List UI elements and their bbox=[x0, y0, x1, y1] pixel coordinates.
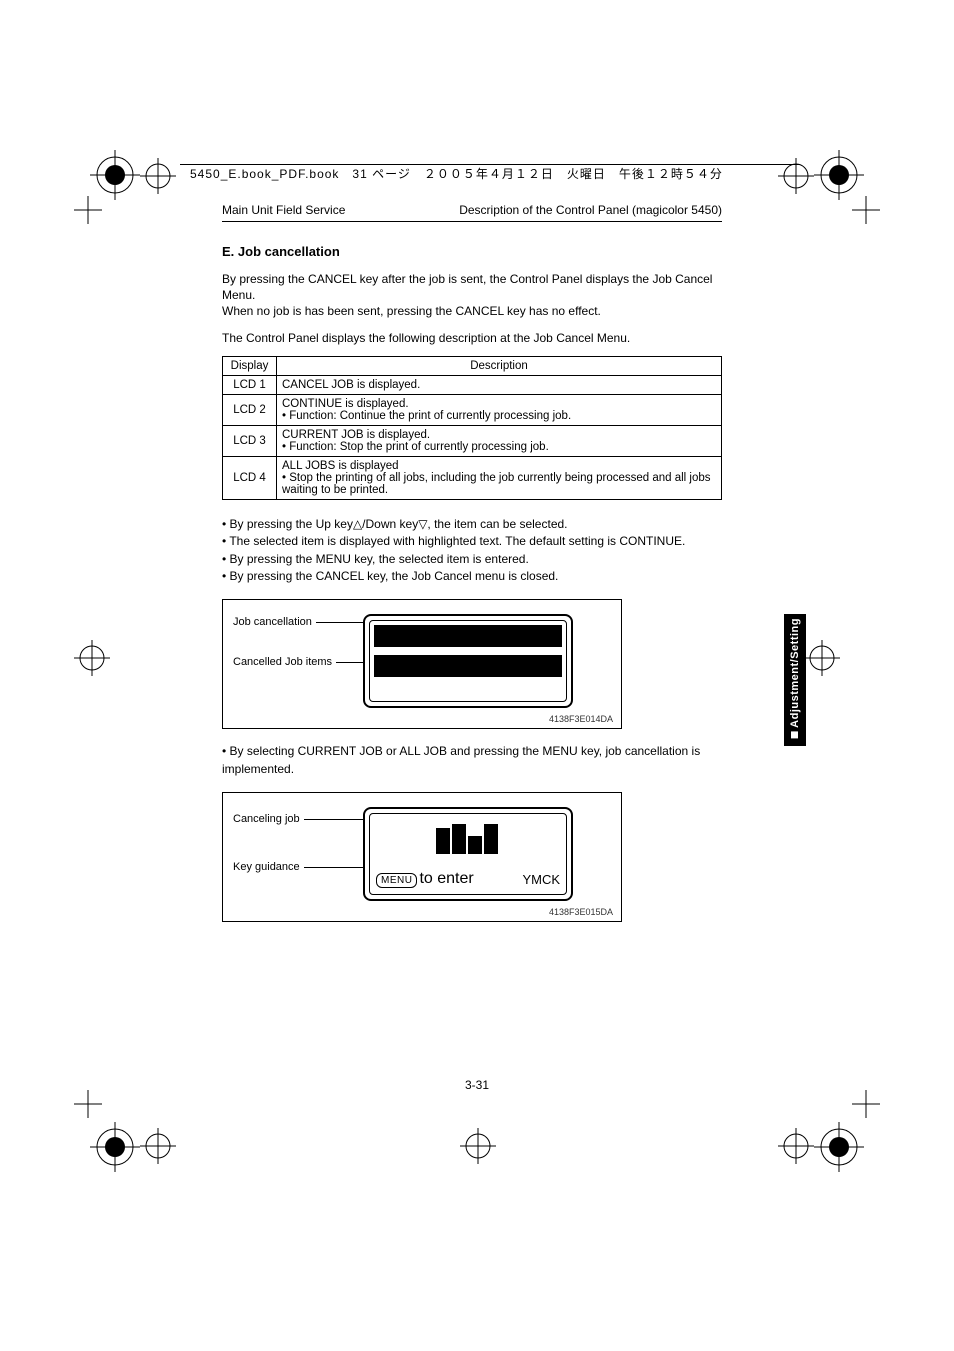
table-header: Display bbox=[223, 356, 277, 375]
table-cell: LCD 3 bbox=[223, 425, 277, 456]
table-header: Description bbox=[277, 356, 722, 375]
table-row: LCD 4 ALL JOBS is displayed Stop the pri… bbox=[223, 456, 722, 499]
table-cell: CONTINUE is displayed. Function: Continu… bbox=[277, 394, 722, 425]
figure-box: Job cancellation Cancelled Job items 413… bbox=[222, 599, 622, 729]
table-cell: LCD 2 bbox=[223, 394, 277, 425]
figure-box: Canceling job Key guidance MENUto enter bbox=[222, 792, 622, 922]
lcd-bar bbox=[468, 836, 482, 854]
crop-cross-icon bbox=[804, 640, 840, 676]
table-row: LCD 1 CANCEL JOB is displayed. bbox=[223, 375, 722, 394]
ymck-label: YMCK bbox=[522, 872, 560, 887]
side-tab: Adjustment/Setting bbox=[784, 614, 806, 746]
crop-cross-icon bbox=[74, 640, 110, 676]
enter-text: to enter bbox=[419, 870, 473, 887]
list-item: By pressing the MENU key, the selected i… bbox=[222, 551, 722, 568]
list-item: By selecting CURRENT JOB or ALL JOB and … bbox=[222, 743, 722, 778]
leader-line bbox=[316, 622, 363, 623]
crop-corner-icon bbox=[852, 1090, 880, 1118]
crop-cross-icon bbox=[140, 1128, 176, 1164]
lcd-bar bbox=[436, 828, 450, 854]
lcd-bar bbox=[484, 824, 498, 854]
list-item: By pressing the Up key△/Down key▽, the i… bbox=[222, 516, 722, 533]
lcd-highlight-row bbox=[374, 655, 562, 677]
leader-line bbox=[304, 819, 363, 820]
lcd-screen-icon bbox=[363, 614, 573, 708]
doc-header-right: Description of the Control Panel (magico… bbox=[459, 203, 722, 217]
crop-cross-icon bbox=[460, 1128, 496, 1164]
table-row: LCD 2 CONTINUE is displayed. Function: C… bbox=[223, 394, 722, 425]
lcd-bar bbox=[452, 824, 466, 854]
table-cell: CURRENT JOB is displayed. Function: Stop… bbox=[277, 425, 722, 456]
registration-mark-icon bbox=[90, 1122, 140, 1172]
table-cell: LCD 4 bbox=[223, 456, 277, 499]
side-tab-square bbox=[792, 731, 799, 738]
description-table: Display Description LCD 1 CANCEL JOB is … bbox=[222, 356, 722, 500]
figure-id: 4138F3E015DA bbox=[549, 907, 613, 917]
section-heading: E. Job cancellation bbox=[222, 244, 722, 259]
table-cell: CANCEL JOB is displayed. bbox=[277, 375, 722, 394]
lcd-screen-icon: MENUto enter YMCK bbox=[363, 807, 573, 901]
crop-corner-icon bbox=[74, 196, 102, 224]
registration-mark-icon bbox=[90, 150, 140, 200]
figure-label: Cancelled Job items bbox=[233, 656, 332, 668]
figure-id: 4138F3E014DA bbox=[549, 714, 613, 724]
figure-label: Key guidance bbox=[233, 861, 300, 873]
page-number: 3-31 bbox=[0, 1078, 954, 1092]
list-item: The selected item is displayed with high… bbox=[222, 533, 722, 550]
leader-line bbox=[336, 662, 363, 663]
registration-mark-icon bbox=[814, 1122, 864, 1172]
file-header-text: 5450_E.book_PDF.book 31 ページ ２００５年４月１２日 火… bbox=[190, 165, 723, 182]
registration-mark-icon bbox=[814, 150, 864, 200]
crop-cross-icon bbox=[778, 1128, 814, 1164]
paragraph: By pressing the CANCEL key after the job… bbox=[222, 271, 722, 320]
menu-badge: MENU bbox=[376, 873, 417, 888]
table-row: LCD 3 CURRENT JOB is displayed. Function… bbox=[223, 425, 722, 456]
lcd-bar-strip bbox=[376, 820, 560, 854]
table-cell: LCD 1 bbox=[223, 375, 277, 394]
lcd-bottom-left: MENUto enter bbox=[376, 870, 474, 888]
paragraph: The Control Panel displays the following… bbox=[222, 330, 722, 346]
side-tab-label: Adjustment/Setting bbox=[789, 618, 801, 728]
document-header: Main Unit Field Service Description of t… bbox=[222, 203, 722, 222]
bullet-list: By pressing the Up key△/Down key▽, the i… bbox=[222, 516, 722, 586]
crop-corner-icon bbox=[74, 1090, 102, 1118]
crop-corner-icon bbox=[852, 196, 880, 224]
doc-header-left: Main Unit Field Service bbox=[222, 203, 345, 217]
leader-line bbox=[304, 867, 363, 868]
list-item: By pressing the CANCEL key, the Job Canc… bbox=[222, 568, 722, 585]
lcd-highlight-row bbox=[374, 625, 562, 647]
figure-label: Job cancellation bbox=[233, 616, 312, 628]
crop-cross-icon bbox=[140, 158, 176, 194]
bullet-list: By selecting CURRENT JOB or ALL JOB and … bbox=[222, 743, 722, 778]
table-cell: ALL JOBS is displayed Stop the printing … bbox=[277, 456, 722, 499]
figure-label: Canceling job bbox=[233, 813, 300, 825]
